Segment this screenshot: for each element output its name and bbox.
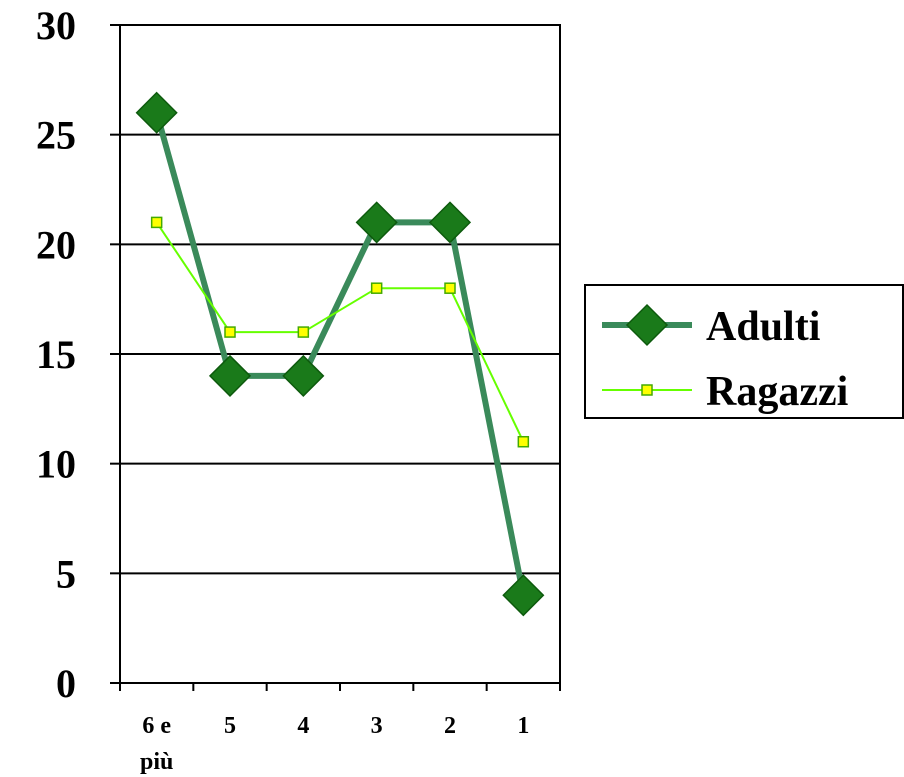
x-tick-label: 3 [371,713,383,739]
data-point-ragazzi [150,216,163,229]
legend-marker-adulti [625,303,669,347]
series-ragazzi [150,216,530,448]
legend: Adulti Ragazzi [584,284,904,419]
data-point-adulti [282,354,325,397]
x-tick-label: 6 e più [140,713,173,775]
x-tick-label: 1 [517,713,529,739]
y-tick-label: 0 [56,661,76,706]
data-point-ragazzi [444,282,456,294]
data-point-adulti [502,574,545,617]
y-tick-label: 15 [36,332,76,377]
series-group [135,91,545,617]
y-tick-label: 10 [36,442,76,487]
x-tick-label: 4 [297,713,309,739]
grid-lines [110,24,560,684]
y-tick-label: 5 [56,551,76,596]
data-point-ragazzi [224,326,236,338]
data-point-ragazzi [517,435,530,448]
data-point-adulti [135,91,178,134]
series-line-adulti [153,111,527,596]
y-tick-label: 30 [36,3,76,48]
y-axis-tick-labels: 0 5 10 15 20 25 30 [36,3,76,706]
data-point-adulti [355,201,398,244]
legend-label-adulti: Adulti [706,304,821,350]
y-tick-label: 20 [36,222,76,267]
legend-label-ragazzi: Ragazzi [706,369,849,415]
series-adulti [135,91,545,617]
legend-marker-ragazzi [641,384,653,396]
data-point-adulti [428,201,472,244]
x-tick-label: 5 [224,713,236,739]
y-tick-label: 25 [36,113,76,158]
x-tick-label: 2 [444,713,456,739]
data-point-ragazzi [370,282,383,294]
x-axis: 6 e più 5 4 3 2 1 [119,683,561,775]
data-point-ragazzi [297,326,310,338]
series-line-ragazzi [155,221,525,443]
legend-box [584,284,904,419]
data-point-adulti [208,354,252,397]
